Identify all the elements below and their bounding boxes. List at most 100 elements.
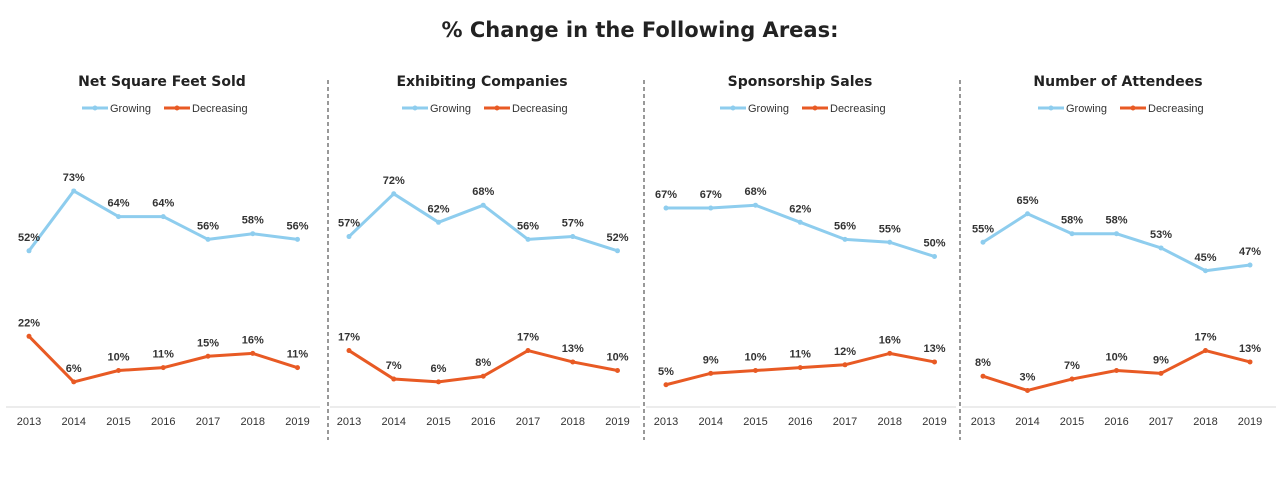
data-point-growing: [1025, 211, 1030, 217]
x-tick-label: 2018: [561, 416, 585, 428]
data-point-decreasing: [842, 362, 848, 368]
data-point-growing: [663, 205, 669, 211]
data-label-decreasing: 16%: [242, 334, 264, 346]
x-tick-label: 2019: [922, 416, 946, 428]
legend-marker: [412, 105, 418, 111]
x-tick-label: 2016: [151, 416, 175, 428]
legend-label: Decreasing: [1148, 103, 1204, 115]
data-label-decreasing: 16%: [879, 334, 901, 346]
data-point-growing: [932, 254, 937, 259]
legend-item-decreasing: Decreasing: [484, 103, 568, 115]
data-label-growing: 58%: [242, 215, 264, 227]
data-label-decreasing: 17%: [517, 332, 539, 344]
legend-marker: [174, 105, 180, 111]
x-tick-label: 2014: [382, 416, 406, 428]
data-label-decreasing: 17%: [338, 332, 360, 344]
data-label-decreasing: 7%: [1064, 360, 1080, 372]
x-tick-label: 2018: [241, 416, 265, 428]
data-point-growing: [205, 236, 211, 242]
data-label-growing: 56%: [197, 220, 219, 232]
data-point-growing: [1069, 231, 1075, 237]
data-point-decreasing: [205, 353, 211, 359]
chart-title: Sponsorship Sales: [728, 74, 873, 90]
data-label-decreasing: 9%: [703, 354, 719, 366]
data-point-growing: [1203, 268, 1208, 274]
data-point-decreasing: [71, 379, 77, 385]
legend-marker: [1130, 105, 1136, 111]
data-point-decreasing: [1069, 376, 1075, 382]
data-point-growing: [753, 202, 758, 208]
data-label-growing: 67%: [655, 189, 677, 201]
data-point-growing: [980, 239, 986, 245]
x-tick-label: 2014: [62, 416, 86, 428]
data-point-growing: [250, 231, 256, 237]
data-point-decreasing: [887, 350, 893, 356]
legend-marker: [812, 105, 818, 111]
data-point-decreasing: [480, 373, 486, 379]
chart-title: Net Square Feet Sold: [78, 74, 246, 90]
legend-label: Growing: [110, 103, 151, 115]
data-label-decreasing: 9%: [1153, 354, 1169, 366]
data-point-decreasing: [250, 350, 256, 356]
x-tick-label: 2013: [337, 416, 361, 428]
data-label-growing: 68%: [744, 186, 766, 198]
data-label-growing: 62%: [427, 203, 449, 215]
data-point-decreasing: [980, 373, 986, 379]
data-point-decreasing: [615, 368, 620, 373]
legend-label: Decreasing: [830, 103, 886, 115]
data-point-growing: [295, 236, 300, 242]
data-point-growing: [346, 234, 352, 240]
data-point-decreasing: [708, 370, 714, 376]
data-point-decreasing: [1203, 348, 1208, 354]
legend-item-decreasing: Decreasing: [1120, 103, 1204, 115]
x-tick-label: 2017: [1149, 416, 1173, 428]
legend-label: Decreasing: [512, 103, 568, 115]
data-label-decreasing: 15%: [197, 337, 219, 349]
data-point-growing: [1158, 245, 1164, 251]
data-point-decreasing: [346, 348, 352, 354]
data-point-decreasing: [1247, 359, 1253, 365]
legend-label: Growing: [430, 103, 471, 115]
data-label-decreasing: 6%: [66, 363, 82, 375]
x-tick-label: 2015: [426, 416, 450, 428]
data-label-growing: 52%: [18, 232, 40, 244]
data-point-decreasing: [1158, 370, 1164, 376]
data-label-growing: 47%: [1239, 246, 1261, 258]
data-point-growing: [797, 219, 803, 225]
data-label-decreasing: 13%: [562, 343, 584, 355]
data-label-growing: 58%: [1105, 215, 1127, 227]
data-label-growing: 52%: [606, 232, 628, 244]
legend-marker: [92, 105, 98, 111]
data-point-decreasing: [1114, 368, 1119, 373]
data-label-decreasing: 6%: [431, 363, 447, 375]
data-label-growing: 57%: [562, 218, 584, 230]
chart-panel-1: Net Square Feet Sold Growing Decreasing 201…: [6, 74, 320, 428]
x-tick-label: 2017: [196, 416, 220, 428]
data-point-growing: [887, 239, 893, 245]
data-label-growing: 53%: [1150, 229, 1172, 241]
x-tick-label: 2018: [878, 416, 902, 428]
legend-label: Growing: [1066, 103, 1107, 115]
data-label-growing: 55%: [972, 223, 994, 235]
data-point-growing: [116, 214, 121, 220]
x-tick-label: 2015: [106, 416, 130, 428]
data-point-decreasing: [932, 359, 937, 365]
data-label-decreasing: 10%: [107, 352, 129, 364]
data-point-growing: [570, 234, 576, 240]
legend-marker: [730, 105, 736, 111]
legend-item-growing: Growing: [82, 103, 151, 115]
data-label-growing: 57%: [338, 218, 360, 230]
data-label-decreasing: 11%: [790, 349, 812, 361]
x-tick-label: 2019: [605, 416, 629, 428]
chart-title: Number of Attendees: [1033, 74, 1202, 90]
data-label-decreasing: 7%: [386, 360, 402, 372]
x-tick-label: 2013: [17, 416, 41, 428]
data-point-growing: [842, 236, 848, 242]
data-point-decreasing: [295, 365, 300, 371]
data-label-growing: 56%: [517, 220, 539, 232]
x-tick-label: 2016: [471, 416, 495, 428]
data-label-decreasing: 5%: [658, 366, 674, 378]
data-label-growing: 64%: [107, 198, 129, 210]
data-label-decreasing: 22%: [18, 317, 40, 329]
